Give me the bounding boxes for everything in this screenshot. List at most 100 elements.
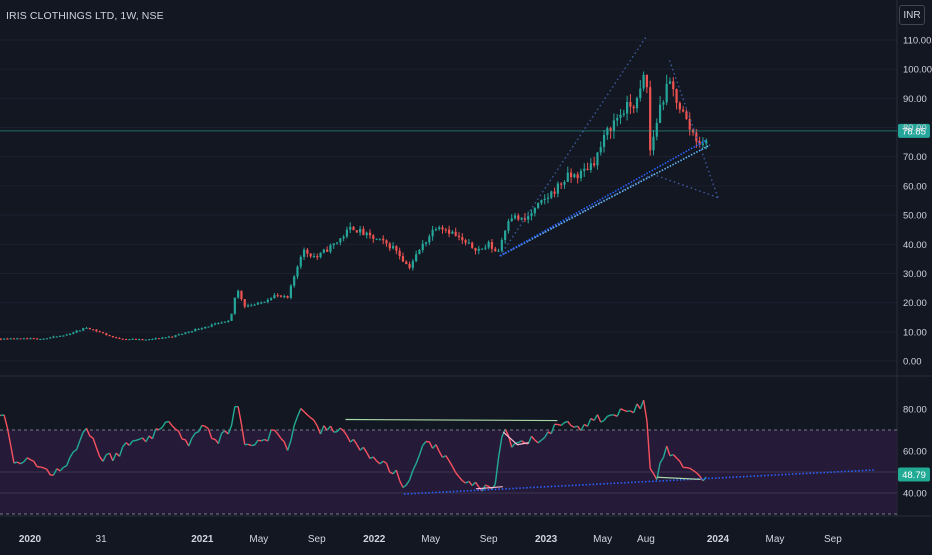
- pattern-line: [500, 37, 646, 256]
- candle-body: [230, 314, 232, 321]
- candle-body: [372, 235, 374, 239]
- time-axis-label: Sep: [480, 534, 498, 545]
- rsi-segment: [637, 404, 640, 409]
- candle-body: [534, 208, 536, 213]
- rsi-segment: [314, 420, 317, 426]
- candle-body: [26, 338, 28, 339]
- candle-body: [705, 140, 707, 143]
- rsi-tick-label: 40.00: [903, 489, 927, 500]
- rsi-segment: [159, 427, 162, 429]
- time-axis-label: May: [421, 534, 440, 545]
- candle-body: [263, 302, 265, 303]
- candle-body: [481, 249, 483, 250]
- candle-body: [659, 105, 661, 123]
- rsi-segment: [307, 415, 310, 418]
- rsi-segment: [297, 408, 300, 416]
- candle-body: [191, 331, 193, 332]
- rsi-segment: [594, 415, 597, 421]
- candle-body: [197, 329, 199, 330]
- rsi-segment: [169, 422, 172, 426]
- candle-body: [484, 247, 486, 248]
- price-tick-label: 100.00: [903, 65, 932, 76]
- candle-body: [49, 338, 51, 339]
- candle-body: [557, 184, 559, 194]
- candle-body: [336, 242, 338, 243]
- time-axis-label: May: [593, 534, 612, 545]
- candle-body: [280, 295, 282, 296]
- candle-body: [138, 339, 140, 340]
- candle-body: [432, 230, 434, 237]
- candle-body: [672, 81, 674, 89]
- candle-body: [577, 174, 579, 178]
- candle-body: [188, 332, 190, 333]
- candle-body: [679, 103, 681, 110]
- candle-body: [118, 338, 120, 339]
- candle-body: [494, 249, 496, 251]
- candle-body: [16, 338, 18, 339]
- candle-body: [435, 229, 437, 230]
- candle-body: [323, 250, 325, 253]
- candle-body: [221, 323, 223, 324]
- rsi-segment: [588, 419, 591, 427]
- candle-body: [59, 336, 61, 337]
- price-tick-label: 20.00: [903, 298, 927, 309]
- candle-body: [362, 229, 364, 235]
- time-axis-label: 2020: [19, 534, 42, 545]
- rsi-segment: [617, 409, 620, 416]
- candle-body: [610, 128, 612, 131]
- candle-body: [501, 240, 503, 251]
- candle-body: [333, 243, 335, 245]
- candle-body: [517, 216, 519, 220]
- candle-body: [319, 253, 321, 258]
- rsi-segment: [686, 468, 689, 469]
- candle-body: [76, 331, 78, 333]
- candle-body: [580, 171, 582, 178]
- candle-body: [626, 102, 628, 114]
- time-axis-label: May: [249, 534, 268, 545]
- candle-body: [237, 291, 239, 298]
- candle-body: [204, 327, 206, 328]
- candle-body: [286, 296, 288, 298]
- candle-body: [43, 339, 45, 340]
- candle-body: [257, 303, 259, 305]
- candle-body: [102, 332, 104, 333]
- price-tick-label: 50.00: [903, 211, 927, 222]
- candle-body: [497, 251, 499, 252]
- candle-body: [211, 325, 213, 327]
- rsi-segment: [205, 426, 208, 429]
- candle-body: [19, 338, 21, 339]
- candle-body: [448, 230, 450, 234]
- candle-body: [652, 137, 654, 151]
- candle-body: [649, 87, 651, 150]
- candle-body: [547, 198, 549, 199]
- candle-body: [455, 232, 457, 236]
- time-axis-label: 31: [96, 534, 108, 545]
- candle-body: [201, 328, 203, 329]
- price-tick-label: 90.00: [903, 94, 927, 105]
- candle-body: [359, 229, 361, 233]
- candle-body: [125, 339, 127, 340]
- candle-body: [240, 291, 242, 299]
- candle-body: [438, 227, 440, 229]
- rsi-segment: [4, 415, 7, 428]
- candle-body: [507, 221, 509, 231]
- candle-body: [570, 173, 572, 177]
- time-axis-label: 2022: [363, 534, 386, 545]
- rsi-resistance-line: [346, 420, 558, 421]
- candle-body: [85, 328, 87, 329]
- candle-body: [326, 250, 328, 252]
- currency-button[interactable]: INR: [899, 5, 925, 25]
- candle-body: [33, 338, 35, 339]
- rsi-segment: [568, 421, 571, 425]
- candle-body: [666, 84, 668, 103]
- rsi-segment: [133, 440, 136, 441]
- rsi-segment: [311, 418, 314, 421]
- candle-body: [56, 337, 58, 338]
- rsi-segment: [40, 467, 43, 468]
- price-tick-label: 40.00: [903, 240, 927, 251]
- candle-body: [583, 169, 585, 171]
- candle-body: [586, 169, 588, 170]
- rsi-segment: [614, 415, 617, 416]
- candle-body: [412, 261, 414, 268]
